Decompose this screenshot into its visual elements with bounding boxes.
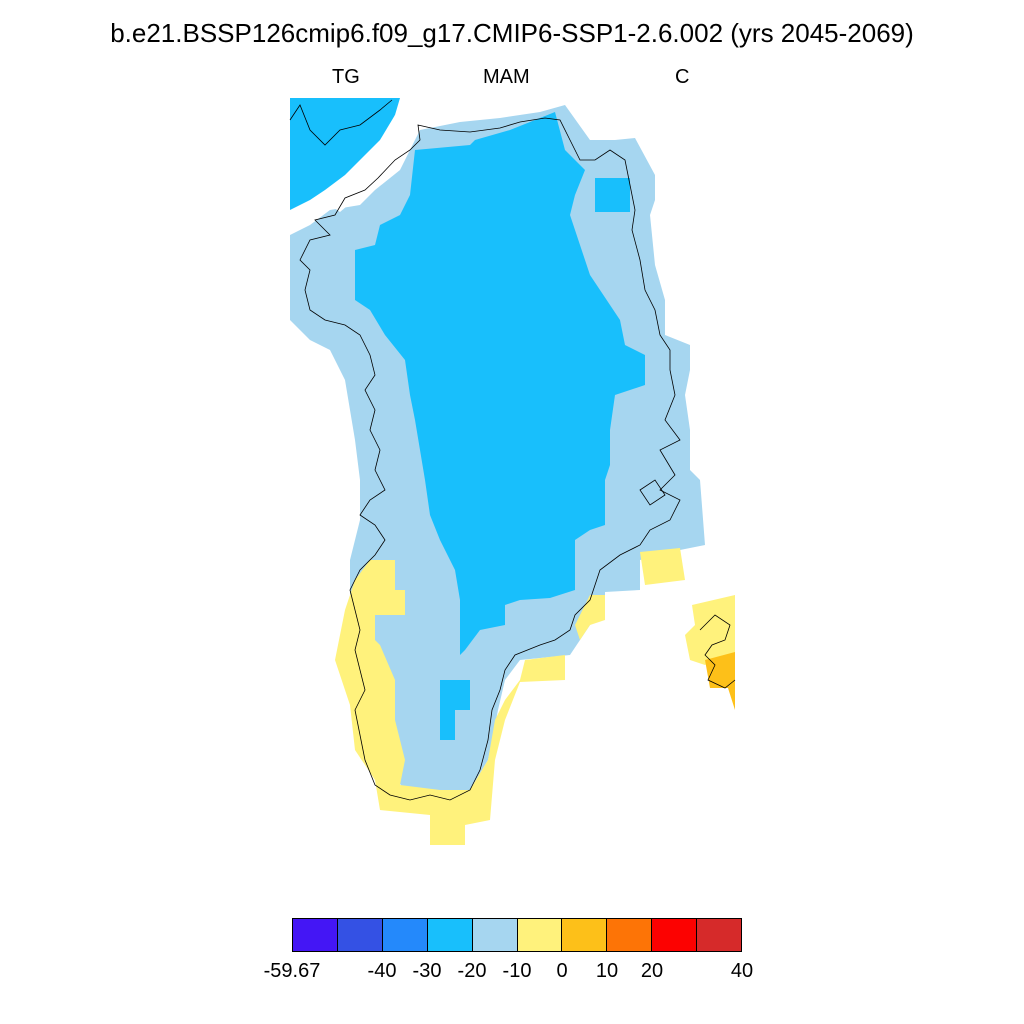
colorbar-box-2 bbox=[382, 919, 428, 951]
colorbar-tick-label: -30 bbox=[412, 960, 442, 982]
colorbar-tick-label: -40 bbox=[367, 960, 397, 982]
colorbar-box-0 bbox=[293, 919, 338, 951]
colorbar-tick-label: -20 bbox=[457, 960, 487, 982]
colorbar-box-4 bbox=[472, 919, 518, 951]
coastline bbox=[289, 99, 736, 801]
region-south-blue bbox=[440, 680, 470, 740]
colorbar-tick-label: -59.67 bbox=[263, 960, 321, 982]
units-label: C bbox=[675, 66, 690, 88]
colorbar bbox=[292, 918, 742, 952]
region-yellow-e bbox=[640, 548, 685, 585]
colorbar-tick-label: 40 bbox=[730, 960, 754, 982]
colorbar-tick-label: 0 bbox=[556, 960, 568, 982]
region-neg30-neg20 bbox=[355, 112, 645, 655]
region-yellow-sw bbox=[335, 560, 565, 845]
colorbar-tick-label: 10 bbox=[595, 960, 619, 982]
region-ocean-gap bbox=[330, 115, 410, 212]
colorbar-tick-label: -10 bbox=[502, 960, 532, 982]
colorbar-box-5 bbox=[517, 919, 563, 951]
colorbar-box-8 bbox=[652, 919, 698, 951]
colorbar-tick-label: 20 bbox=[640, 960, 664, 982]
anomaly-field bbox=[290, 98, 735, 845]
region-iceland-orange bbox=[705, 652, 735, 710]
colorbar-box-1 bbox=[337, 919, 383, 951]
region-nw-blue bbox=[290, 98, 400, 210]
region-yellow-se bbox=[575, 595, 605, 640]
colorbar-box-3 bbox=[427, 919, 473, 951]
season-label: MAM bbox=[483, 66, 530, 88]
region-ne-blue bbox=[595, 178, 630, 212]
variable-label: TG bbox=[332, 66, 360, 88]
colorbar-box-6 bbox=[562, 919, 608, 951]
region-iceland-yellow bbox=[685, 595, 735, 665]
colorbar-box-9 bbox=[697, 919, 742, 951]
plot-title: b.e21.BSSP126cmip6.f09_g17.CMIP6-SSP1-2.… bbox=[110, 18, 914, 48]
colorbar-box-7 bbox=[607, 919, 653, 951]
